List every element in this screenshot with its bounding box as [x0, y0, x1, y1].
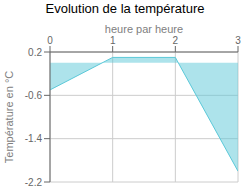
html-text:Evolution de la température: Evolution de la température — [45, 1, 205, 16]
svg-text:-0.6: -0.6 — [25, 90, 43, 101]
svg-text:0.2: 0.2 — [28, 47, 42, 58]
svg-text:heure par heure: heure par heure — [105, 23, 183, 35]
svg-text:2: 2 — [173, 35, 179, 46]
svg-text:3: 3 — [235, 35, 241, 46]
svg-text:-2.2: -2.2 — [25, 177, 43, 188]
svg-text:-1.4: -1.4 — [25, 133, 43, 144]
svg-text:Température en °C: Température en °C — [8, 71, 15, 163]
svg-text:1: 1 — [110, 35, 116, 46]
svg-text:0: 0 — [47, 35, 53, 46]
